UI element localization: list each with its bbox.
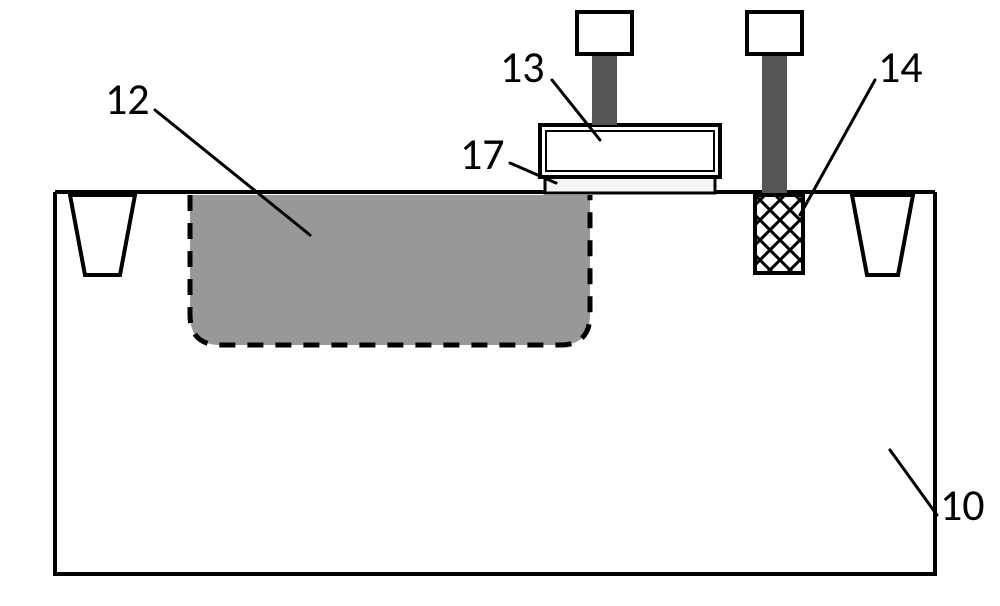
- label-17: 17: [460, 127, 505, 181]
- diagram-stage: 12 13 17 14 10: [0, 0, 1000, 606]
- label-13: 13: [500, 40, 545, 94]
- label-12: 12: [105, 72, 150, 126]
- label-10: 10: [940, 478, 985, 532]
- label-14: 14: [878, 40, 923, 94]
